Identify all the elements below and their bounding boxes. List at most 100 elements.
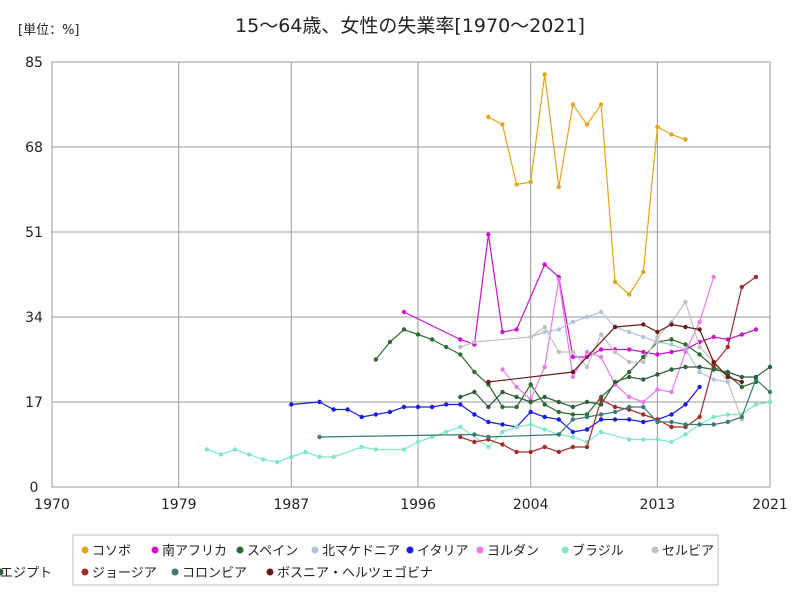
data-point <box>753 374 759 380</box>
data-point <box>500 442 505 447</box>
data-point <box>584 399 590 405</box>
data-point <box>753 402 759 407</box>
data-point <box>528 409 533 415</box>
data-point <box>612 349 618 355</box>
x-tick-label: 1996 <box>400 497 436 513</box>
data-point <box>542 364 547 370</box>
data-point <box>669 389 674 395</box>
data-point <box>767 399 773 405</box>
data-point <box>458 337 463 342</box>
data-point <box>641 334 646 340</box>
data-point <box>655 419 660 425</box>
data-point <box>570 404 576 410</box>
data-point <box>387 339 393 345</box>
data-point <box>444 402 449 407</box>
data-point <box>500 422 505 427</box>
data-point <box>486 232 491 237</box>
data-point <box>556 409 561 415</box>
data-point <box>612 324 618 330</box>
data-point <box>486 404 491 410</box>
data-point <box>373 357 378 362</box>
legend-item: イタリア <box>406 544 468 559</box>
data-point <box>528 449 533 455</box>
unit-label: [単位：%] <box>18 22 80 38</box>
legend-item: ボスニア・ヘルツェゴビナ <box>266 565 433 581</box>
chart-title: 15〜64歳、女性の失業率[1970〜2021] <box>235 15 585 37</box>
legend-label: スペイン <box>247 544 298 559</box>
data-point <box>528 382 533 387</box>
data-point <box>289 454 294 460</box>
data-point <box>711 274 716 280</box>
legend-item: スペイン <box>236 544 298 559</box>
data-point <box>570 369 576 375</box>
data-point <box>444 429 449 435</box>
data-point <box>542 444 547 450</box>
data-point <box>627 329 632 335</box>
legend-marker <box>406 546 414 554</box>
data-point <box>683 349 688 355</box>
legend-item: セルビア <box>651 544 714 559</box>
data-point <box>528 422 533 427</box>
data-point <box>246 452 252 457</box>
data-point <box>683 324 688 330</box>
data-point <box>641 359 646 365</box>
data-point <box>570 102 576 107</box>
data-point <box>753 274 759 280</box>
data-point <box>697 369 702 375</box>
legend-item: ヨルダン <box>476 544 539 559</box>
series-7 <box>204 399 773 465</box>
data-point <box>711 359 716 365</box>
series-1 <box>486 72 688 297</box>
series-12 <box>458 364 773 410</box>
data-point <box>739 414 744 420</box>
data-point <box>232 447 238 452</box>
data-point <box>472 432 477 437</box>
data-point <box>570 444 576 450</box>
data-point <box>472 439 477 445</box>
data-point <box>655 352 660 357</box>
data-point <box>767 364 773 370</box>
data-point <box>429 404 435 410</box>
data-point <box>570 374 576 380</box>
data-point <box>570 354 576 360</box>
data-point <box>739 384 744 390</box>
plot-area <box>51 61 771 488</box>
data-point <box>669 337 674 342</box>
data-point <box>542 72 547 77</box>
legend-marker <box>171 568 179 576</box>
data-point <box>486 444 491 450</box>
x-tick-label: 1987 <box>274 497 310 513</box>
data-point <box>556 327 561 332</box>
data-point <box>598 354 604 360</box>
data-point <box>401 447 407 452</box>
data-point <box>655 339 660 345</box>
data-point <box>697 352 702 357</box>
data-point <box>373 412 378 417</box>
x-tick-label: 2004 <box>513 497 549 513</box>
data-point <box>458 434 463 440</box>
data-point <box>401 309 407 315</box>
data-point <box>627 292 632 297</box>
data-point <box>204 447 210 452</box>
data-point <box>514 394 519 400</box>
data-point <box>641 404 646 410</box>
legend-label: ヨルダン <box>487 544 539 559</box>
data-point <box>542 324 547 330</box>
data-point <box>584 414 590 420</box>
legend-marker <box>151 546 159 554</box>
data-point <box>627 369 632 375</box>
data-point <box>697 344 702 350</box>
data-point <box>669 367 674 372</box>
data-point <box>683 342 688 347</box>
data-point <box>429 337 435 342</box>
data-point <box>472 412 477 417</box>
data-point <box>458 424 463 430</box>
data-point <box>556 399 561 405</box>
data-point <box>458 394 463 400</box>
data-point <box>627 404 632 410</box>
data-point <box>669 419 674 425</box>
data-point <box>683 364 688 370</box>
data-point <box>514 327 519 332</box>
